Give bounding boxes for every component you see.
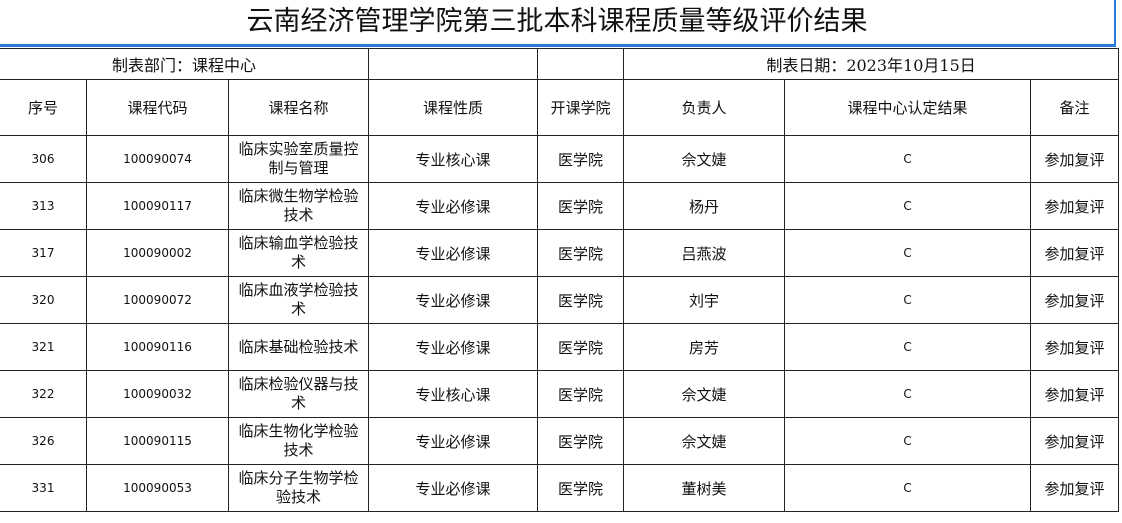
result-cell[interactable]: C	[784, 323, 1032, 371]
owner-cell[interactable]: 佘文婕	[623, 135, 786, 183]
code-cell[interactable]: 100090116	[86, 323, 229, 371]
seq-cell[interactable]: 306	[0, 135, 87, 183]
table-row: 317 100090002 临床输血学检验技术 专业必修课 医学院 吕燕波 C 参加复评	[0, 229, 1120, 277]
course-type-cell[interactable]: 专业核心课	[368, 135, 539, 183]
result-cell[interactable]: C	[784, 276, 1032, 324]
course-name-cell[interactable]: 临床分子生物学检验技术	[227, 464, 370, 512]
date-cell[interactable]: 制表日期：2023年10月15日	[623, 48, 1120, 80]
course-name-cell[interactable]: 临床输血学检验技术	[227, 229, 370, 277]
code-cell[interactable]: 100090072	[86, 276, 229, 324]
code-cell[interactable]: 100090053	[86, 464, 229, 512]
course-type-cell[interactable]: 专业必修课	[368, 229, 539, 277]
owner-cell[interactable]: 董树美	[623, 464, 786, 512]
result-cell[interactable]: C	[784, 417, 1032, 465]
table-row: 306 100090074 临床实验室质量控制与管理 专业核心课 医学院 佘文婕 C 参加复评	[0, 135, 1120, 183]
table-row: 326 100090115 临床生物化学检验技术 专业必修课 医学院 佘文婕 C 参加复评	[0, 417, 1120, 465]
header-cell[interactable]: 课程性质	[368, 79, 539, 136]
remark-cell[interactable]: 参加复评	[1030, 182, 1120, 230]
result-cell[interactable]: C	[784, 135, 1032, 183]
course-type-cell[interactable]: 专业必修课	[368, 464, 539, 512]
empty-cell[interactable]	[537, 48, 625, 80]
seq-cell[interactable]: 321	[0, 323, 87, 371]
course-type-cell[interactable]: 专业必修课	[368, 323, 539, 371]
results-table: 制表部门：课程中心 制表日期：2023年10月15日 序号 课程代码 课程名称 …	[0, 48, 1120, 512]
seq-cell[interactable]: 317	[0, 229, 87, 277]
remark-cell[interactable]: 参加复评	[1030, 417, 1120, 465]
college-cell[interactable]: 医学院	[537, 229, 625, 277]
table-row: 321 100090116 临床基础检验技术 专业必修课 医学院 房芳 C 参加复评	[0, 323, 1120, 371]
course-name-cell[interactable]: 临床生物化学检验技术	[227, 417, 370, 465]
course-name-cell[interactable]: 临床基础检验技术	[227, 323, 370, 371]
header-cell[interactable]: 负责人	[623, 79, 786, 136]
course-name-cell[interactable]: 临床微生物学检验技术	[227, 182, 370, 230]
table-row: 322 100090032 临床检验仪器与技术 专业核心课 医学院 佘文婕 C 参加复评	[0, 370, 1120, 418]
owner-cell[interactable]: 佘文婕	[623, 417, 786, 465]
college-cell[interactable]: 医学院	[537, 276, 625, 324]
college-cell[interactable]: 医学院	[537, 182, 625, 230]
header-cell[interactable]: 开课学院	[537, 79, 625, 136]
seq-cell[interactable]: 313	[0, 182, 87, 230]
remark-cell[interactable]: 参加复评	[1030, 276, 1120, 324]
college-cell[interactable]: 医学院	[537, 323, 625, 371]
header-cell[interactable]: 课程代码	[86, 79, 229, 136]
remark-cell[interactable]: 参加复评	[1030, 370, 1120, 418]
code-cell[interactable]: 100090032	[86, 370, 229, 418]
code-cell[interactable]: 100090002	[86, 229, 229, 277]
meta-row: 制表部门：课程中心 制表日期：2023年10月15日	[0, 48, 1120, 80]
result-cell[interactable]: C	[784, 464, 1032, 512]
seq-cell[interactable]: 322	[0, 370, 87, 418]
course-type-cell[interactable]: 专业必修课	[368, 182, 539, 230]
code-cell[interactable]: 100090115	[86, 417, 229, 465]
course-type-cell[interactable]: 专业核心课	[368, 370, 539, 418]
table-row: 320 100090072 临床血液学检验技术 专业必修课 医学院 刘宇 C 参加复评	[0, 276, 1120, 324]
dept-cell[interactable]: 制表部门：课程中心	[0, 48, 370, 80]
remark-cell[interactable]: 参加复评	[1030, 135, 1120, 183]
college-cell[interactable]: 医学院	[537, 464, 625, 512]
table-row: 313 100090117 临床微生物学检验技术 专业必修课 医学院 杨丹 C 参加复评	[0, 182, 1120, 230]
code-cell[interactable]: 100090117	[86, 182, 229, 230]
college-cell[interactable]: 医学院	[537, 370, 625, 418]
owner-cell[interactable]: 房芳	[623, 323, 786, 371]
course-name-cell[interactable]: 临床血液学检验技术	[227, 276, 370, 324]
course-name-cell[interactable]: 临床实验室质量控制与管理	[227, 135, 370, 183]
course-type-cell[interactable]: 专业必修课	[368, 276, 539, 324]
result-cell[interactable]: C	[784, 229, 1032, 277]
header-cell[interactable]: 课程名称	[227, 79, 370, 136]
result-cell[interactable]: C	[784, 182, 1032, 230]
seq-cell[interactable]: 326	[0, 417, 87, 465]
seq-cell[interactable]: 331	[0, 464, 87, 512]
table-row: 331 100090053 临床分子生物学检验技术 专业必修课 医学院 董树美 C 参加复评	[0, 464, 1120, 512]
result-cell[interactable]: C	[784, 370, 1032, 418]
code-cell[interactable]: 100090074	[86, 135, 229, 183]
seq-cell[interactable]: 320	[0, 276, 87, 324]
owner-cell[interactable]: 刘宇	[623, 276, 786, 324]
header-cell[interactable]: 序号	[0, 79, 87, 136]
course-type-cell[interactable]: 专业必修课	[368, 417, 539, 465]
header-row: 序号 课程代码 课程名称 课程性质 开课学院 负责人 课程中心认定结果 备注	[0, 79, 1120, 136]
owner-cell[interactable]: 佘文婕	[623, 370, 786, 418]
college-cell[interactable]: 医学院	[537, 135, 625, 183]
sheet-title: 云南经济管理学院第三批本科课程质量等级评价结果	[0, 0, 1116, 47]
remark-cell[interactable]: 参加复评	[1030, 229, 1120, 277]
remark-cell[interactable]: 参加复评	[1030, 323, 1120, 371]
header-cell[interactable]: 课程中心认定结果	[784, 79, 1032, 136]
owner-cell[interactable]: 杨丹	[623, 182, 786, 230]
college-cell[interactable]: 医学院	[537, 417, 625, 465]
remark-cell[interactable]: 参加复评	[1030, 464, 1120, 512]
header-cell[interactable]: 备注	[1030, 79, 1120, 136]
owner-cell[interactable]: 吕燕波	[623, 229, 786, 277]
empty-cell[interactable]	[368, 48, 539, 80]
course-name-cell[interactable]: 临床检验仪器与技术	[227, 370, 370, 418]
